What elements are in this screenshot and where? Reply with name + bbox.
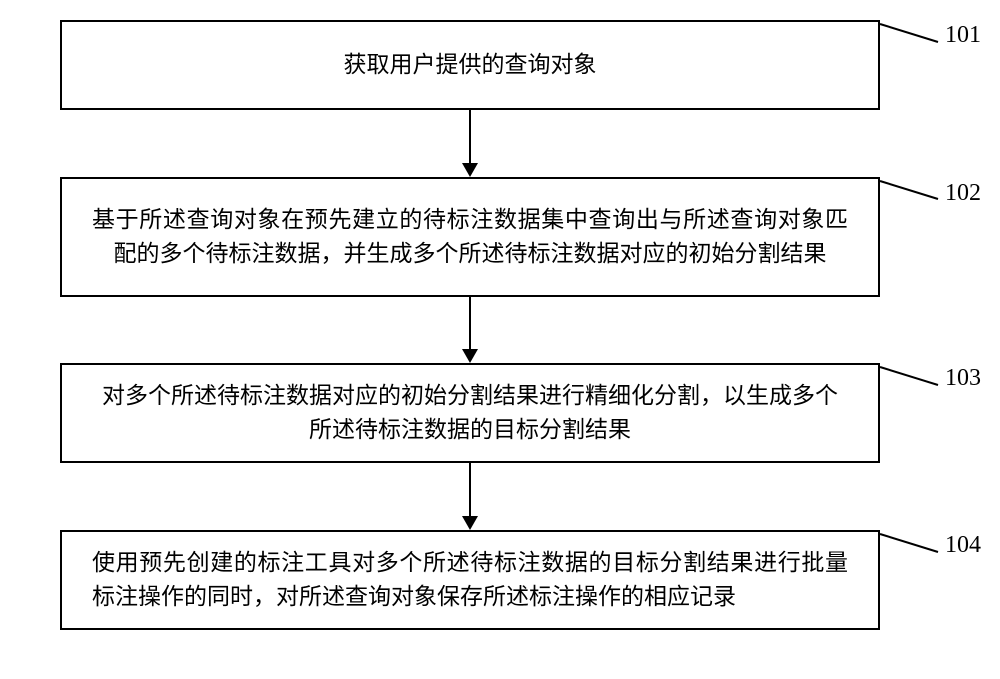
flow-node-104: 使用预先创建的标注工具对多个所述待标注数据的目标分割结果进行批量标注操作的同时，… bbox=[60, 530, 880, 630]
flow-node-103: 对多个所述待标注数据对应的初始分割结果进行精细化分割，以生成多个所述待标注数据的… bbox=[60, 363, 880, 463]
flow-node-103-text: 对多个所述待标注数据对应的初始分割结果进行精细化分割，以生成多个所述待标注数据的… bbox=[92, 379, 848, 448]
flow-node-102: 基于所述查询对象在预先建立的待标注数据集中查询出与所述查询对象匹配的多个待标注数… bbox=[60, 177, 880, 297]
flowchart-canvas: 获取用户提供的查询对象 101 基于所述查询对象在预先建立的待标注数据集中查询出… bbox=[0, 0, 1000, 679]
step-label-103: 103 bbox=[945, 365, 981, 392]
step-label-104: 104 bbox=[945, 532, 981, 559]
step-label-101: 101 bbox=[945, 22, 981, 49]
step-label-102: 102 bbox=[945, 180, 981, 207]
flow-node-104-text: 使用预先创建的标注工具对多个所述待标注数据的目标分割结果进行批量标注操作的同时，… bbox=[92, 546, 848, 615]
flow-node-102-text: 基于所述查询对象在预先建立的待标注数据集中查询出与所述查询对象匹配的多个待标注数… bbox=[92, 203, 848, 272]
flow-node-101-text: 获取用户提供的查询对象 bbox=[92, 48, 848, 83]
flow-node-101: 获取用户提供的查询对象 bbox=[60, 20, 880, 110]
